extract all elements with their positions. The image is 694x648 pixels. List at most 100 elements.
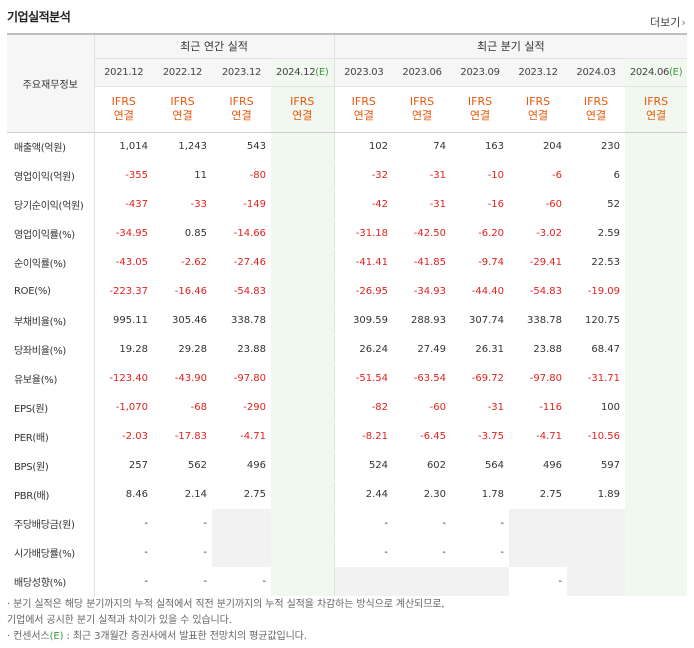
cell-quarter-5	[625, 480, 688, 509]
cell-quarter-1: -34.93	[413, 286, 447, 297]
table-row: 영업이익률(%) -34.95 0.85 -14.66 -31.18 -42.50 -6.2…	[7, 219, 688, 248]
cell-annual-1: -	[203, 518, 207, 529]
cell-annual-2: -	[262, 576, 266, 587]
period-header-quarter-5: 2024.06(E)	[625, 58, 688, 87]
cell-quarter-1: -63.54	[413, 373, 447, 384]
cell-quarter-2: -16	[487, 199, 505, 210]
cell-quarter-2: -10	[487, 170, 505, 181]
ifrs-label: IFRS	[467, 95, 493, 108]
ifrs-header-quarter-3: IFRS 연결	[509, 86, 568, 133]
cell-quarter-0: 309.59	[333, 306, 394, 335]
cell-quarter-3: 2.75	[539, 489, 563, 500]
cell-quarter-4	[567, 509, 626, 538]
cell-annual-3	[271, 161, 335, 190]
cell-quarter-5	[625, 248, 688, 277]
cell-quarter-5	[625, 161, 688, 190]
cell-annual-3	[271, 306, 335, 335]
cell-quarter-4: -19.09	[587, 286, 621, 297]
cell-quarter-1: 74	[433, 141, 447, 152]
cell-quarter-3	[509, 509, 568, 538]
cell-annual-3	[271, 393, 335, 422]
cell-quarter-0: -32	[333, 161, 394, 190]
cell-quarter-4: 52	[607, 199, 621, 210]
cell-annual-2: -27.46	[233, 257, 266, 268]
cell-quarter-1: 602	[426, 460, 447, 471]
cell-quarter-4: 100	[600, 402, 621, 413]
cell-quarter-0: -51.54	[333, 364, 394, 393]
row-label: BPS(원)	[7, 451, 95, 480]
cell-annual-0: 1,014	[119, 141, 148, 152]
ifrs-label: IFRS	[409, 95, 435, 108]
table-top-border	[7, 33, 687, 35]
period-header-annual-0: 2021.12	[94, 58, 153, 87]
ifrs-header-quarter-0: IFRS 연결	[333, 86, 394, 133]
cell-quarter-2: -	[500, 518, 505, 529]
cell-quarter-3: -6	[552, 170, 563, 181]
section-title: 기업실적분석	[7, 10, 71, 24]
cell-annual-1: 562	[187, 460, 207, 471]
cell-quarter-0: 2.44	[333, 480, 394, 509]
cell-quarter-0: -	[333, 538, 394, 567]
cell-quarter-4	[567, 567, 626, 596]
cell-quarter-2: -31	[487, 402, 505, 413]
cell-quarter-5	[625, 364, 688, 393]
row-label: 순이익률(%)	[7, 248, 95, 277]
table-row: 순이익률(%) -43.05 -2.62 -27.46 -41.41 -41.85 -9.7…	[7, 248, 688, 277]
note-line-1: · 분기 실적은 해당 분기까지의 누적 실적에서 직전 분기까지의 누적 실적…	[7, 599, 445, 610]
cell-annual-2: -54.83	[233, 286, 266, 297]
period-header-quarter-0: 2023.03	[333, 58, 394, 87]
cell-annual-1: 1,243	[178, 141, 207, 152]
cell-annual-2: 2.75	[243, 489, 266, 500]
cell-annual-1: -2.62	[181, 257, 207, 268]
cell-quarter-1: 27.49	[417, 344, 447, 355]
period-header-annual-3: 2024.12(E)	[271, 58, 335, 87]
consolidated-label: 연결	[113, 109, 134, 122]
consolidated-label: 연결	[411, 109, 433, 122]
table-row: PBR(배) 8.46 2.14 2.75 2.44 2.30 1.78 2.75 1.89	[7, 480, 688, 509]
cell-annual-2: -290	[243, 402, 266, 413]
cell-quarter-0: 26.24	[333, 335, 394, 364]
cell-annual-2	[212, 538, 271, 567]
consolidated-label: 연결	[231, 109, 252, 122]
more-link[interactable]: 더보기›	[650, 14, 686, 30]
cell-quarter-0: 524	[333, 451, 394, 480]
cell-quarter-3: -	[558, 576, 563, 587]
note-line-3: · 컨센서스(E) : 최근 3개월간 증권사에서 발표한 전망치의 평균값입니…	[7, 629, 687, 645]
period-label: 2024.03	[576, 66, 616, 78]
ifrs-header-row: IFRS 연결 IFRS 연결 IFRS 연결 IFRS 연결 IFRS 연결 IFRS 연결 IFRS…	[7, 86, 688, 133]
ifrs-header-annual-3: IFRS 연결	[271, 86, 335, 133]
cell-annual-1: -	[203, 576, 207, 587]
ifrs-header-annual-1: IFRS 연결	[153, 86, 212, 133]
cell-quarter-4: 597	[600, 460, 621, 471]
cell-quarter-1: -31	[429, 170, 447, 181]
cell-annual-0: 995.11	[113, 315, 148, 326]
table-row: 당좌비율(%) 19.28 29.28 23.88 26.24 27.49 26.31 23.…	[7, 335, 688, 364]
period-label: 2024.06	[629, 66, 670, 78]
cell-annual-3	[271, 480, 335, 509]
cell-annual-0: -1,070	[115, 402, 148, 413]
cell-quarter-4	[567, 538, 626, 567]
ifrs-header-quarter-2: IFRS 연결	[451, 86, 510, 133]
corner-label: 주요재무정보	[7, 35, 95, 133]
cell-quarter-0: -42	[333, 190, 394, 219]
cell-quarter-1: 2.30	[423, 489, 447, 500]
cell-quarter-5	[625, 277, 688, 306]
quarter-group-header: 최근 분기 실적	[333, 35, 688, 59]
ifrs-label: IFRS	[111, 95, 136, 108]
cell-quarter-3: -3.02	[536, 228, 563, 239]
cell-quarter-2	[451, 567, 510, 596]
period-header-annual-2: 2023.12	[212, 58, 271, 87]
cell-annual-3	[271, 422, 335, 451]
cell-quarter-4: 2.59	[597, 228, 621, 239]
cell-quarter-1: -6.45	[420, 431, 447, 442]
table-row: 유보율(%) -123.40 -43.90 -97.80 -51.54 -63.54 -69…	[7, 364, 688, 393]
row-label: 영업이익(억원)	[7, 161, 95, 190]
cell-quarter-5	[625, 190, 688, 219]
ifrs-header-annual-0: IFRS 연결	[94, 86, 153, 133]
table-row: PER(배) -2.03 -17.83 -4.71 -8.21 -6.45 -3.75 -4.…	[7, 422, 688, 451]
cell-annual-1: 2.14	[184, 489, 207, 500]
cell-annual-0: -123.40	[109, 373, 148, 384]
financial-table: 주요재무정보 최근 연간 실적 최근 분기 실적 2021.12 2022.12 2…	[7, 35, 688, 597]
row-label: 주당배당금(원)	[7, 509, 95, 538]
cell-annual-0: -	[144, 518, 148, 529]
